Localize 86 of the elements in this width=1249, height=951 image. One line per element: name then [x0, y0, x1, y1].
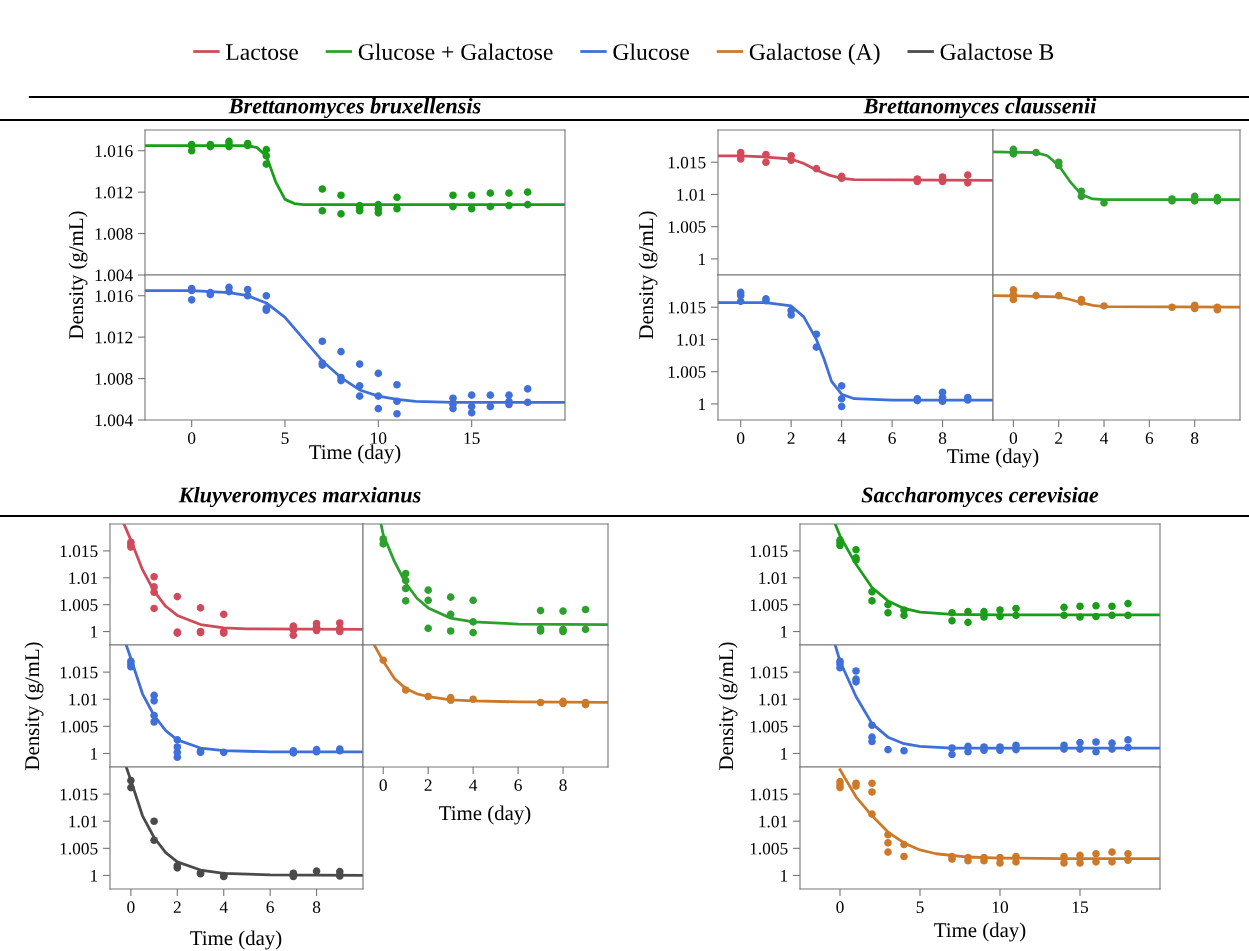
x-tick-label: 6	[514, 779, 522, 792]
y-tick-label: 1.015	[668, 156, 706, 169]
x-tick-label: 15	[1072, 901, 1088, 914]
y-tick-label: 1.015	[668, 301, 706, 314]
y-tick-label: 1.004	[95, 414, 133, 427]
x-tick-label: 10	[992, 901, 1009, 914]
chart-title: Brettanomyces claussenii	[863, 97, 1097, 119]
x-tick-label: 0	[127, 901, 135, 914]
y-tick-label: 1.01	[69, 572, 98, 585]
x-tick-label: 10	[371, 432, 387, 445]
y-tick-label: 1.01	[759, 572, 788, 585]
x-tick-label: 8	[312, 901, 321, 914]
y-tick-label: 1	[91, 626, 98, 638]
y-tick-label: 1.005	[668, 221, 706, 233]
legend-label: Glucose + Galactose	[358, 43, 553, 61]
x-tick-label: 8	[559, 779, 567, 792]
y-tick-label: 1.008	[95, 228, 133, 240]
y-tick-label: 1.016	[95, 145, 133, 157]
chart-title: Kluyveromyces marxianus	[178, 486, 421, 508]
x-tick-label: 5	[281, 432, 289, 445]
x-tick-label: 4	[219, 901, 228, 913]
x-tick-label: 8	[938, 432, 947, 445]
y-tick-label: 1.015	[750, 788, 788, 801]
y-tick-label: 1.005	[60, 599, 98, 611]
y-tick-label: 1.005	[750, 599, 788, 611]
legend-label: Lactose	[226, 44, 298, 61]
y-tick-label: 1.004	[95, 269, 133, 282]
x-tick-label: 6	[888, 432, 896, 445]
x-tick-label: 4	[469, 779, 478, 791]
x-tick-label: 0	[187, 432, 196, 445]
x-axis-title: Time (day)	[309, 444, 401, 464]
legend-label: Galactose B	[940, 43, 1054, 61]
x-tick-label: 0	[836, 901, 844, 914]
x-tick-label: 0	[379, 779, 387, 792]
y-tick-label: 1.015	[750, 545, 788, 558]
legend-label: Glucose	[613, 43, 689, 61]
y-tick-label: 1	[781, 626, 788, 638]
y-tick-label: 1.015	[60, 545, 98, 558]
y-tick-label: 1.01	[677, 333, 706, 346]
y-tick-label: 1	[91, 748, 98, 760]
y-tick-label: 1.01	[677, 188, 706, 201]
y-tick-label: 1.015	[60, 666, 98, 679]
y-tick-label: 1	[781, 870, 788, 882]
chart-title: Brettanomyces bruxellensis	[228, 97, 481, 119]
y-tick-label: 1.008	[95, 373, 133, 385]
x-tick-label: 6	[266, 901, 274, 914]
legend-label: Galactose (A)	[749, 43, 880, 65]
y-axis-title: Density (g/mL)	[68, 211, 88, 339]
x-axis-title: Time (day)	[934, 922, 1026, 942]
x-axis-title: Time (day)	[439, 805, 531, 825]
x-tick-label: 2	[424, 779, 432, 791]
chart-title: Saccharomyces cerevisiae	[861, 486, 1099, 508]
x-tick-label: 15	[464, 432, 480, 445]
y-tick-label: 1.01	[759, 693, 788, 706]
y-tick-label: 1.005	[668, 366, 706, 378]
x-tick-label: 2	[787, 432, 795, 444]
x-tick-label: 2	[1055, 432, 1063, 444]
y-tick-label: 1	[699, 253, 706, 265]
y-tick-label: 1	[91, 870, 98, 882]
y-tick-label: 1	[699, 398, 706, 410]
y-tick-label: 1	[781, 748, 788, 760]
y-tick-label: 1.01	[69, 815, 98, 828]
y-tick-label: 1.005	[750, 720, 788, 733]
y-tick-label: 1.005	[60, 720, 98, 733]
y-tick-label: 1.012	[95, 331, 133, 344]
x-axis-title: Time (day)	[190, 930, 282, 950]
y-tick-label: 1.005	[60, 842, 98, 855]
y-tick-label: 1.01	[69, 693, 98, 706]
x-tick-label: 4	[1100, 432, 1109, 444]
y-tick-label: 1.016	[95, 290, 133, 302]
y-tick-label: 1.015	[750, 666, 788, 679]
y-tick-label: 1.012	[95, 186, 133, 199]
y-axis-title: Density (g/mL)	[638, 211, 658, 339]
y-axis-title: Density (g/mL)	[718, 642, 738, 770]
x-tick-label: 0	[737, 432, 745, 445]
y-tick-label: 1.005	[750, 842, 788, 855]
x-tick-label: 4	[837, 432, 846, 444]
y-tick-label: 1.01	[759, 815, 788, 828]
x-tick-label: 8	[1191, 432, 1199, 445]
x-tick-label: 6	[1145, 432, 1154, 445]
x-tick-label: 0	[1009, 432, 1018, 445]
x-tick-label: 5	[916, 901, 924, 914]
y-axis-title: Density (g/mL)	[24, 642, 44, 770]
x-axis-title: Time (day)	[947, 448, 1039, 468]
x-tick-label: 2	[173, 901, 181, 913]
y-tick-label: 1.015	[60, 788, 98, 801]
